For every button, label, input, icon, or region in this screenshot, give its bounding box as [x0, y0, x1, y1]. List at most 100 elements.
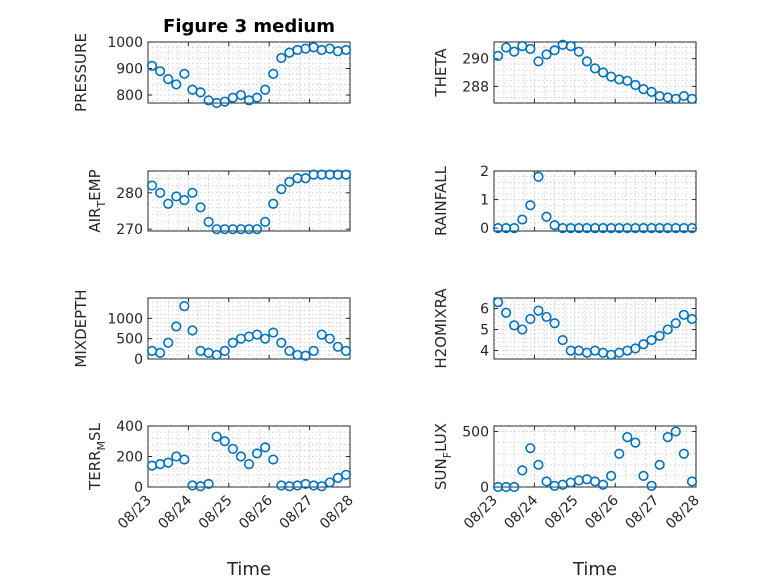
data-point	[203, 478, 214, 490]
x-tick-label: 08/25	[196, 493, 236, 533]
data-point	[581, 56, 593, 67]
data-point	[268, 454, 279, 465]
x-tick-label: 08/28	[317, 493, 357, 533]
y-tick-label: 0	[480, 221, 489, 237]
data-point	[276, 337, 287, 348]
panel-rainfall: 0 1 2 RAINFALL	[432, 164, 698, 237]
data-point	[541, 211, 552, 222]
data-point	[171, 79, 182, 90]
data-point	[179, 301, 190, 312]
y-axis-label: TERRMSL	[86, 422, 108, 491]
data-point	[654, 330, 665, 341]
y-tick-label: 500	[462, 425, 489, 441]
data-point	[492, 50, 504, 61]
data-point	[340, 169, 352, 180]
data-point	[163, 198, 174, 209]
x-tick-label: 08/27	[623, 493, 663, 533]
data-point	[251, 448, 263, 459]
data-point	[211, 431, 222, 442]
y-tick-label: 400	[116, 419, 143, 435]
y-tick-label: 4	[480, 344, 489, 360]
y-tick-label: 0	[134, 352, 143, 368]
data-point	[260, 442, 271, 453]
data-point	[549, 318, 560, 329]
data-point	[251, 92, 263, 103]
axes-frame	[147, 297, 351, 360]
data-point	[501, 307, 512, 318]
data-point	[638, 470, 649, 482]
data-point	[146, 180, 158, 191]
y-axis-label: PRESSURE	[72, 33, 90, 112]
data-point	[501, 42, 512, 53]
data-point	[260, 216, 271, 228]
data-point	[662, 431, 673, 443]
data-point	[251, 329, 263, 340]
panel-pressure: 800 900 1000 PRESSURE Figure 3 medium	[72, 16, 352, 112]
y-tick-label: 1000	[107, 35, 143, 51]
y-tick-label: 1000	[107, 311, 143, 327]
data-point	[622, 75, 633, 86]
data-point	[340, 469, 352, 480]
panel-mixdepth: 0 500 1000 MIXDEPTH	[72, 289, 352, 368]
data-point	[654, 459, 665, 470]
data-point	[533, 305, 544, 316]
x-tick-label: 08/25	[542, 493, 582, 533]
panel-theta: 288 290 THETA	[432, 39, 698, 104]
x-tick-label: 08/28	[663, 493, 703, 533]
data-point	[243, 459, 255, 470]
data-point	[670, 318, 681, 329]
data-point	[219, 436, 230, 447]
x-tick-label: 08/24	[155, 492, 195, 532]
y-axis-label: RAINFALL	[432, 165, 450, 236]
data-point	[260, 333, 271, 344]
data-point	[517, 465, 528, 476]
data-point	[541, 476, 552, 487]
y-tick-label: 280	[116, 186, 143, 202]
x-tick-label: 08/24	[501, 492, 541, 532]
y-tick-label: 0	[134, 480, 143, 496]
y-axis-label: SUNFLUX	[432, 423, 454, 490]
y-tick-label: 0	[480, 480, 489, 496]
data-point	[509, 46, 520, 57]
data-point	[525, 443, 536, 454]
data-point	[235, 451, 247, 462]
data-point	[630, 437, 641, 448]
data-point	[686, 313, 698, 325]
data-point	[332, 341, 343, 352]
data-point	[525, 313, 536, 325]
data-point	[227, 337, 238, 348]
data-point	[163, 337, 174, 348]
y-tick-label: 6	[480, 302, 489, 318]
data-point	[251, 224, 263, 235]
data-point	[622, 431, 633, 443]
y-tick-label: 290	[462, 52, 489, 68]
data-point	[638, 339, 649, 350]
data-point	[308, 345, 319, 356]
data-point	[284, 345, 295, 356]
data-point	[340, 345, 352, 356]
data-point	[284, 176, 295, 188]
data-point	[300, 350, 311, 361]
data-point	[179, 68, 190, 79]
data-point	[517, 214, 528, 225]
data-point	[276, 184, 287, 195]
data-point	[597, 479, 609, 490]
data-point	[324, 477, 335, 488]
data-point	[541, 49, 552, 60]
data-point	[557, 334, 568, 346]
y-tick-label: 288	[462, 79, 489, 95]
data-point	[533, 56, 544, 67]
data-point	[155, 66, 166, 77]
data-point	[686, 223, 698, 234]
y-tick-label: 800	[116, 88, 143, 104]
data-point	[316, 481, 327, 492]
data-point	[646, 86, 657, 98]
data-point	[646, 334, 657, 346]
x-tick-label: 08/23	[115, 493, 155, 533]
y-axis-label: AIRTEMP	[86, 169, 108, 232]
data-point	[340, 44, 352, 56]
data-point	[235, 89, 247, 101]
data-point	[630, 343, 641, 354]
data-point	[565, 41, 576, 52]
